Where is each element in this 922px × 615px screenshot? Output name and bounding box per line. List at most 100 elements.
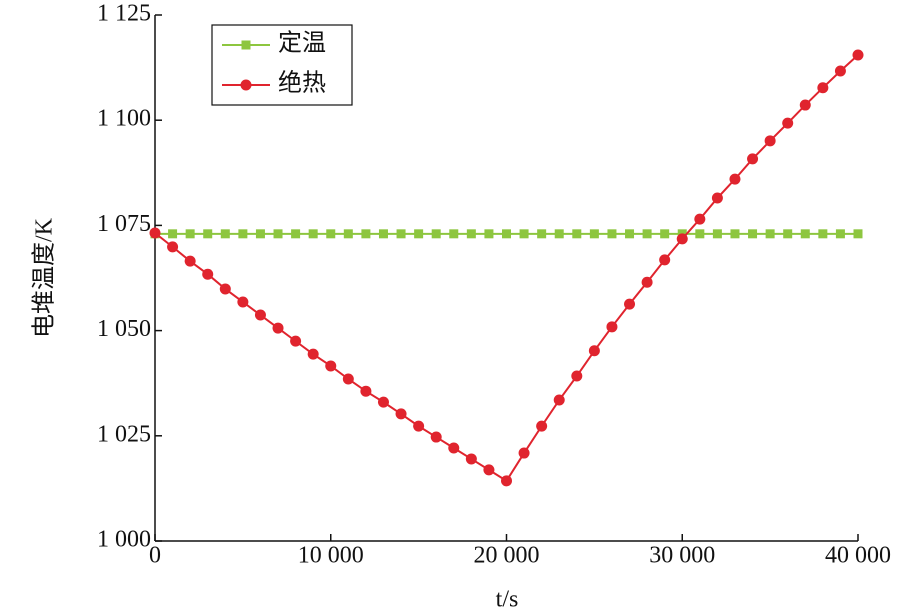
marker xyxy=(273,229,283,239)
legend-label: 定温 xyxy=(278,30,326,57)
marker xyxy=(835,229,845,239)
legend-marker xyxy=(241,40,251,50)
marker xyxy=(291,229,301,239)
x-tick-label: 30 000 xyxy=(649,543,715,569)
marker xyxy=(483,464,495,476)
marker xyxy=(449,229,459,239)
marker xyxy=(308,229,318,239)
marker xyxy=(184,255,196,267)
marker xyxy=(694,213,706,225)
marker xyxy=(430,431,442,443)
x-tick-label: 20 000 xyxy=(474,543,540,569)
marker xyxy=(414,229,424,239)
marker xyxy=(676,233,688,245)
marker xyxy=(607,229,617,239)
marker xyxy=(853,229,863,239)
marker xyxy=(185,229,195,239)
marker xyxy=(220,229,230,239)
series-line xyxy=(154,54,859,483)
marker xyxy=(219,283,231,295)
marker xyxy=(203,229,213,239)
marker xyxy=(818,229,828,239)
marker xyxy=(465,453,477,465)
marker xyxy=(624,298,636,310)
marker xyxy=(589,229,599,239)
y-tick-label: 1 125 xyxy=(97,1,151,27)
marker xyxy=(730,229,740,239)
x-tick-label: 0 xyxy=(149,543,161,569)
x-tick-label: 40 000 xyxy=(825,543,891,569)
marker xyxy=(343,229,353,239)
y-tick-label: 1 100 xyxy=(97,106,151,132)
y-tick-label: 1 025 xyxy=(97,421,151,447)
marker xyxy=(149,227,161,239)
marker xyxy=(748,229,758,239)
marker xyxy=(765,229,775,239)
legend-label: 绝热 xyxy=(278,70,326,97)
marker xyxy=(168,229,178,239)
marker xyxy=(377,396,389,408)
y-tick-label: 1 075 xyxy=(97,211,151,237)
marker xyxy=(254,309,266,321)
legend-box xyxy=(211,24,353,106)
marker xyxy=(695,229,705,239)
marker xyxy=(817,82,829,94)
marker xyxy=(537,229,547,239)
marker xyxy=(519,229,529,239)
marker xyxy=(799,99,811,111)
marker xyxy=(466,229,476,239)
marker xyxy=(764,135,776,147)
marker xyxy=(326,229,336,239)
marker xyxy=(712,229,722,239)
marker xyxy=(536,420,548,432)
marker xyxy=(395,408,407,420)
marker xyxy=(502,229,511,239)
x-tick-label: 10 000 xyxy=(298,543,364,569)
y-axis-label: 电堆温度/K xyxy=(31,217,58,338)
marker xyxy=(396,229,406,239)
marker xyxy=(625,229,635,239)
marker xyxy=(782,117,794,129)
marker xyxy=(167,241,179,253)
marker xyxy=(729,173,741,185)
marker xyxy=(307,348,319,360)
marker xyxy=(747,153,759,165)
marker xyxy=(484,229,494,239)
marker xyxy=(413,420,425,432)
marker xyxy=(448,442,460,454)
marker xyxy=(202,268,214,280)
x-axis-label: t/s xyxy=(496,587,519,613)
marker xyxy=(272,322,284,334)
marker xyxy=(852,49,864,61)
marker xyxy=(431,229,441,239)
y-tick-label: 1 000 xyxy=(97,527,151,553)
marker xyxy=(325,360,337,372)
marker xyxy=(711,192,723,204)
marker xyxy=(660,229,670,239)
marker xyxy=(501,475,512,487)
marker xyxy=(553,394,565,406)
marker xyxy=(378,229,388,239)
marker xyxy=(342,373,354,385)
marker xyxy=(255,229,265,239)
marker xyxy=(238,229,248,239)
marker xyxy=(518,447,530,459)
marker xyxy=(554,229,564,239)
marker xyxy=(642,229,652,239)
marker xyxy=(659,254,671,266)
marker xyxy=(572,229,582,239)
legend-marker xyxy=(240,79,252,91)
marker xyxy=(641,276,653,288)
marker xyxy=(237,296,249,308)
marker xyxy=(834,65,846,77)
marker xyxy=(361,229,371,239)
marker xyxy=(588,345,600,357)
marker xyxy=(800,229,810,239)
y-tick-label: 1 050 xyxy=(97,316,151,342)
marker xyxy=(360,385,372,397)
marker xyxy=(571,370,583,382)
marker xyxy=(606,321,618,333)
marker xyxy=(290,335,302,347)
marker xyxy=(783,229,793,239)
